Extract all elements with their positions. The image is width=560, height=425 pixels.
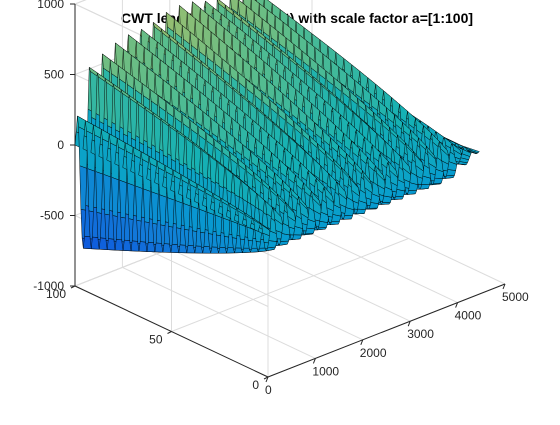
surface-patch (279, 241, 288, 245)
x-tick-label: 4000 (455, 309, 482, 323)
z-tick-label: 1000 (37, 0, 64, 11)
x-tick-label: 3000 (407, 327, 434, 341)
surface-patch (407, 191, 416, 195)
surface-mesh (75, 0, 479, 253)
surface-patch (421, 184, 430, 189)
x-axis-line (268, 284, 505, 377)
x-tick-label: 2000 (360, 346, 387, 360)
surface-patch (434, 178, 443, 184)
x-tick-label: 1000 (312, 364, 339, 378)
x-tick-label: 0 (265, 383, 272, 397)
surface-patch (293, 235, 302, 240)
x-tick-label: 5000 (502, 290, 529, 304)
z-tick-label: -500 (40, 209, 64, 223)
surface-patch (306, 228, 315, 234)
y-tick-label: 50 (149, 333, 163, 347)
y-tick-mark (168, 332, 172, 334)
surface-patch (394, 197, 403, 200)
z-tick-label: 500 (44, 68, 64, 82)
surface-patch (343, 215, 352, 219)
surface-patch (268, 241, 277, 248)
z-tick-label: 0 (57, 138, 64, 152)
z-tick-label: -1000 (33, 279, 64, 293)
y-tick-label: 0 (252, 378, 259, 392)
surface-patch (330, 222, 339, 225)
